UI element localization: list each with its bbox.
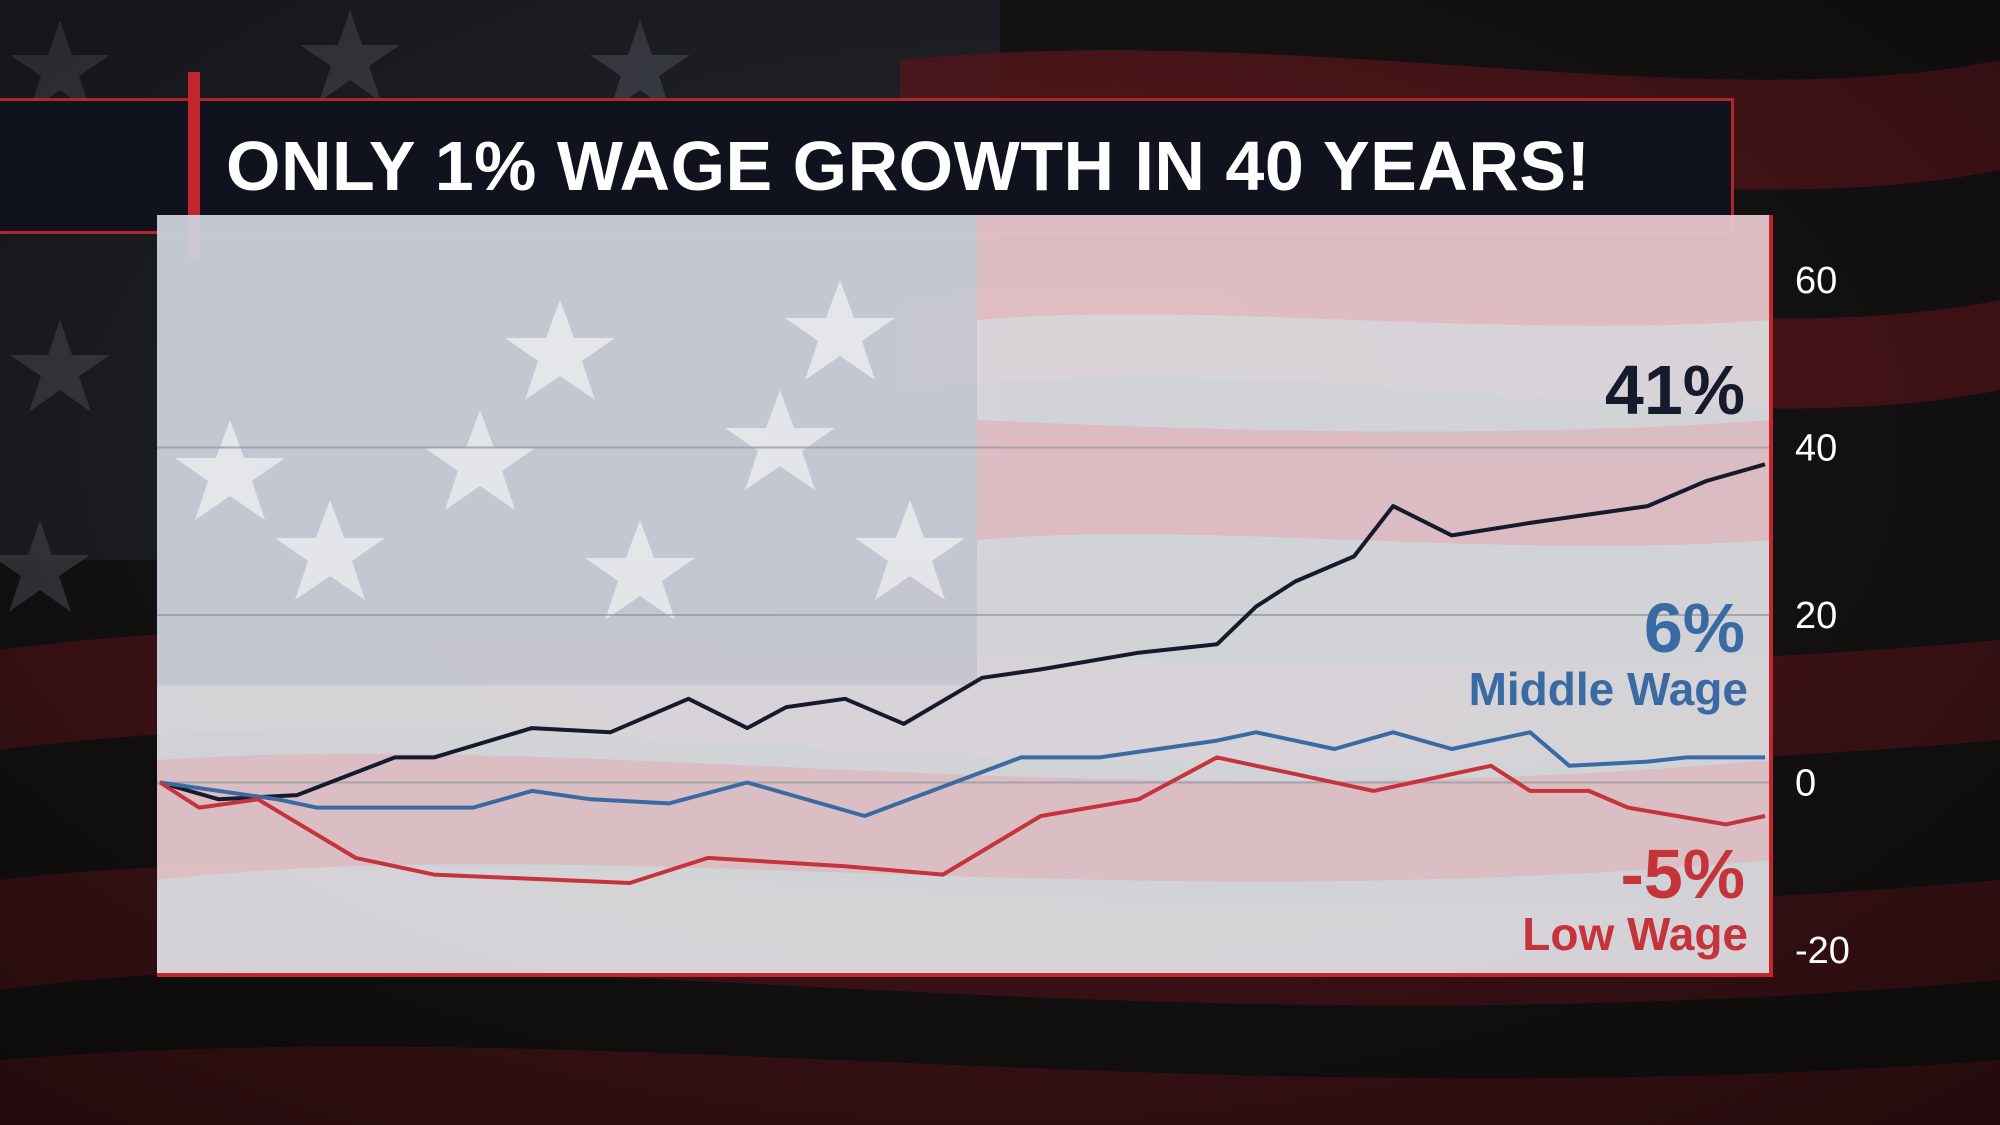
plot-frame bbox=[157, 215, 1773, 977]
series-lines bbox=[158, 462, 1766, 885]
end-labels: 41% 6% Middle Wage -5% Low Wage bbox=[1469, 351, 1748, 960]
low-wage-series-line bbox=[158, 755, 1766, 885]
low-wage-end-label: -5% bbox=[1621, 835, 1745, 913]
y-tick-label: 40 bbox=[1795, 428, 1837, 470]
y-tick-label: 20 bbox=[1795, 595, 1837, 637]
high-wage-series-line bbox=[159, 462, 1766, 802]
low-wage-series-name: Low Wage bbox=[1522, 908, 1748, 960]
middle-wage-end-label: 6% bbox=[1644, 589, 1745, 667]
y-tick-label: 0 bbox=[1795, 763, 1816, 805]
title-accent-bar bbox=[188, 72, 200, 260]
y-axis-ticks: 60 40 20 0 -20 bbox=[1795, 260, 1850, 972]
plot-area bbox=[157, 215, 1771, 977]
chart-title: ONLY 1% WAGE GROWTH IN 40 YEARS! bbox=[226, 127, 1591, 205]
middle-wage-series-line bbox=[159, 730, 1765, 818]
high-wage-end-label: 41% bbox=[1605, 351, 1745, 429]
middle-wage-series-name: Middle Wage bbox=[1469, 663, 1748, 715]
gridlines bbox=[157, 446, 1771, 784]
y-tick-label: -20 bbox=[1795, 930, 1850, 972]
y-tick-label: 60 bbox=[1795, 260, 1837, 302]
